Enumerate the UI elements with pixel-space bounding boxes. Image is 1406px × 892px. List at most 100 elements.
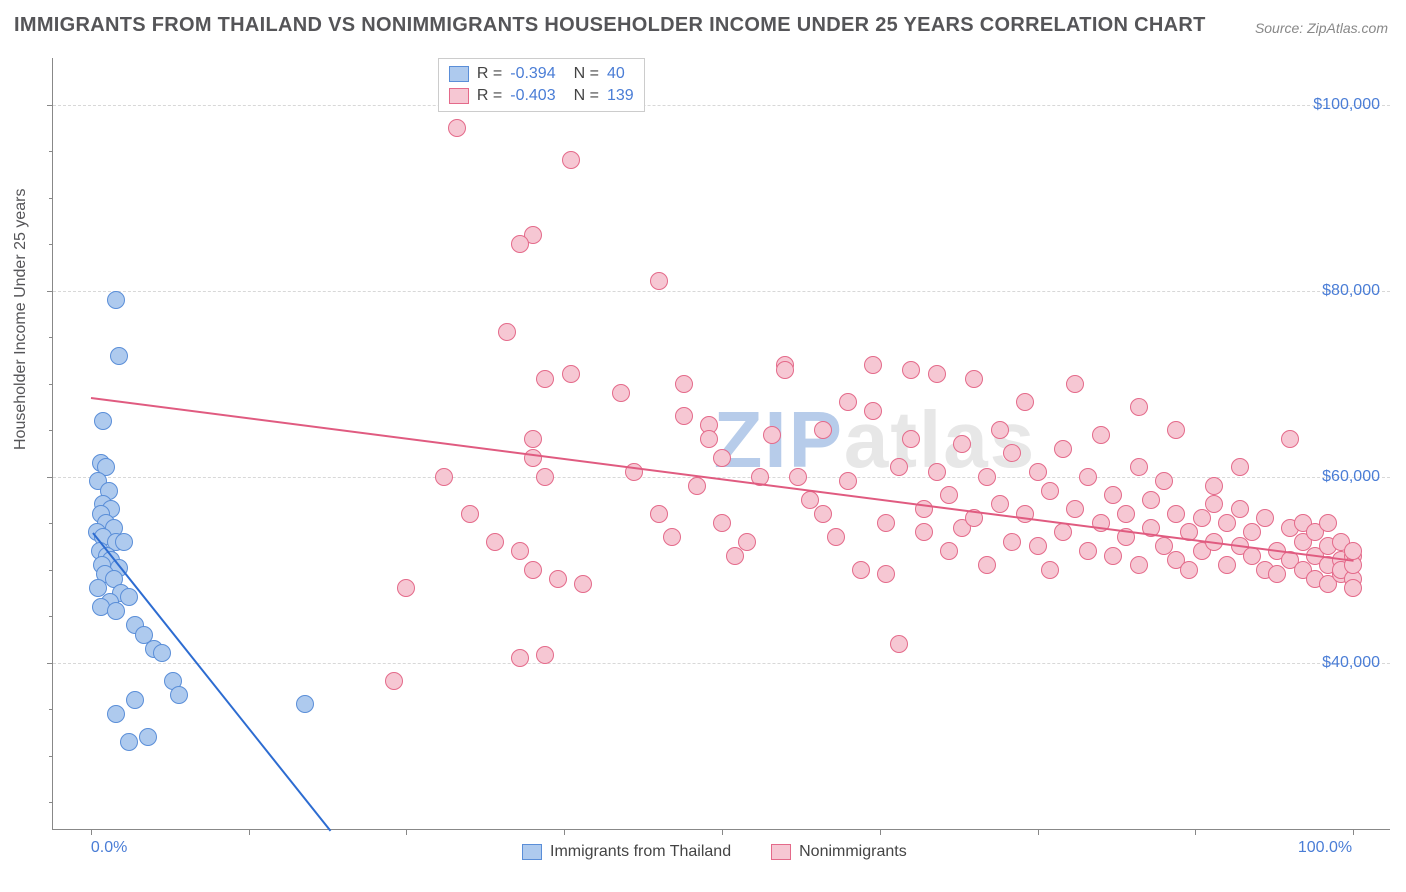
data-point [524, 449, 542, 467]
y-tick-label: $40,000 [1322, 654, 1380, 672]
x-tick [722, 829, 723, 835]
data-point [435, 468, 453, 486]
data-point [1268, 565, 1286, 583]
data-point [296, 695, 314, 713]
y-tick-minor [49, 709, 53, 710]
data-point [953, 435, 971, 453]
data-point [1092, 426, 1110, 444]
data-point [1142, 491, 1160, 509]
data-point [839, 393, 857, 411]
data-point [1054, 440, 1072, 458]
r-label: R = [477, 85, 502, 107]
y-tick-minor [49, 616, 53, 617]
data-point [890, 458, 908, 476]
data-point [877, 514, 895, 532]
data-point [126, 691, 144, 709]
data-point [776, 361, 794, 379]
data-point [814, 421, 832, 439]
data-point [1016, 393, 1034, 411]
gridline [53, 105, 1390, 106]
data-point [688, 477, 706, 495]
data-point [738, 533, 756, 551]
data-point [864, 356, 882, 374]
data-point [650, 505, 668, 523]
data-point [965, 370, 983, 388]
data-point [827, 528, 845, 546]
data-point [448, 119, 466, 137]
data-point [1218, 556, 1236, 574]
data-point [978, 468, 996, 486]
data-point [852, 561, 870, 579]
data-point [928, 463, 946, 481]
data-point [1079, 542, 1097, 560]
data-point [170, 686, 188, 704]
data-point [1319, 514, 1337, 532]
data-point [1104, 547, 1122, 565]
data-point [1167, 421, 1185, 439]
data-point [1003, 444, 1021, 462]
data-point [864, 402, 882, 420]
r-value: -0.394 [510, 63, 555, 85]
data-point [814, 505, 832, 523]
y-tick-minor [49, 570, 53, 571]
data-point [511, 542, 529, 560]
data-point [1344, 542, 1362, 560]
data-point [1167, 505, 1185, 523]
data-point [1029, 537, 1047, 555]
plot-area: $40,000$60,000$80,000$100,0000.0%100.0%Z… [52, 58, 1390, 830]
data-point [713, 514, 731, 532]
data-point [978, 556, 996, 574]
x-tick [406, 829, 407, 835]
x-tick [1353, 829, 1354, 835]
r-label: R = [477, 63, 502, 85]
data-point [139, 728, 157, 746]
data-point [153, 644, 171, 662]
data-point [115, 533, 133, 551]
data-point [120, 588, 138, 606]
data-point [890, 635, 908, 653]
x-tick [564, 829, 565, 835]
y-tick [47, 477, 53, 478]
y-tick-minor [49, 198, 53, 199]
data-point [107, 291, 125, 309]
x-tick [91, 829, 92, 835]
data-point [1281, 430, 1299, 448]
data-point [1256, 509, 1274, 527]
data-point [498, 323, 516, 341]
stat-row: R =-0.403N =139 [449, 85, 634, 107]
y-tick-minor [49, 523, 53, 524]
data-point [1079, 468, 1097, 486]
legend-label: Nonimmigrants [799, 843, 907, 861]
data-point [763, 426, 781, 444]
data-point [940, 542, 958, 560]
legend: Immigrants from Thailand Nonimmigrants [522, 843, 907, 861]
y-tick-label: $80,000 [1322, 282, 1380, 300]
data-point [511, 235, 529, 253]
y-tick [47, 663, 53, 664]
data-point [385, 672, 403, 690]
x-axis-label: 0.0% [91, 839, 127, 857]
data-point [486, 533, 504, 551]
data-point [1066, 375, 1084, 393]
data-point [991, 421, 1009, 439]
data-point [1130, 398, 1148, 416]
data-point [1218, 514, 1236, 532]
data-point [562, 151, 580, 169]
data-point [877, 565, 895, 583]
legend-label: Immigrants from Thailand [550, 843, 731, 861]
data-point [524, 561, 542, 579]
data-point [120, 733, 138, 751]
legend-swatch [449, 88, 469, 104]
data-point [461, 505, 479, 523]
data-point [789, 468, 807, 486]
y-axis-label: Householder Income Under 25 years [12, 189, 30, 450]
y-tick-label: $100,000 [1313, 96, 1380, 114]
legend-swatch [522, 844, 542, 860]
data-point [511, 649, 529, 667]
data-point [1041, 561, 1059, 579]
y-tick-minor [49, 756, 53, 757]
legend-item: Nonimmigrants [771, 843, 907, 861]
r-value: -0.403 [510, 85, 555, 107]
data-point [1344, 579, 1362, 597]
data-point [107, 602, 125, 620]
